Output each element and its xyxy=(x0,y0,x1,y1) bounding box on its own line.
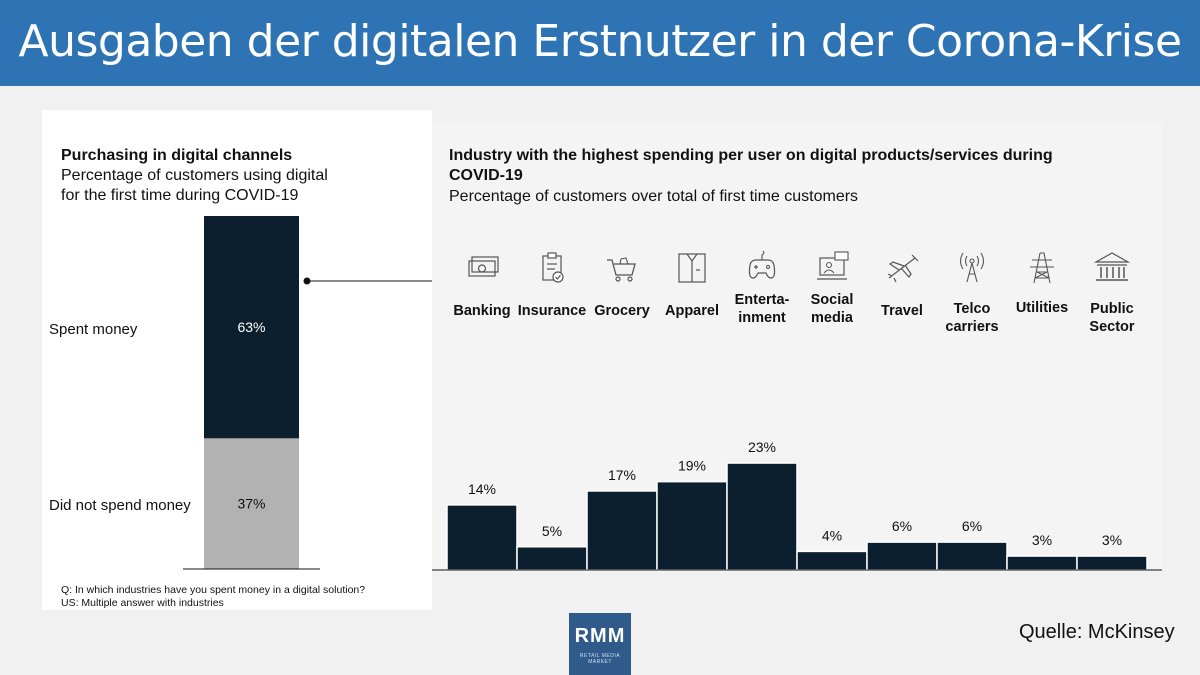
bar-utilities xyxy=(1006,555,1078,571)
bar-socialmedia xyxy=(796,550,868,571)
left-chart-subtitle-line-2: for the first time during COVID-19 xyxy=(61,187,299,204)
header-banner: Ausgaben der digitalen Erstnutzer in der… xyxy=(0,0,1200,86)
bar-value-label: 6% xyxy=(892,518,912,534)
antenna-icon xyxy=(959,252,985,283)
category-label: Public xyxy=(1090,301,1134,317)
left-value-label-spent: 63% xyxy=(237,319,265,335)
gamepad-icon xyxy=(748,250,776,279)
bar-grocery xyxy=(586,490,658,571)
bar-value-label: 23% xyxy=(748,439,776,455)
bar-value-label: 6% xyxy=(962,518,982,534)
bar-apparel xyxy=(656,480,728,571)
category-label: Telco xyxy=(954,301,991,317)
clipboard-check-icon xyxy=(542,252,564,283)
bar-entertainment xyxy=(726,462,798,571)
left-bar-not-spent xyxy=(204,438,299,569)
airplane-icon xyxy=(887,254,919,283)
bar-value-label: 19% xyxy=(678,458,706,474)
right-chart-title-line-2: COVID-19 xyxy=(449,167,523,184)
category-label: Travel xyxy=(881,303,923,319)
left-chart-title: Purchasing in digital channels xyxy=(61,147,293,164)
computer-user-icon xyxy=(817,251,849,280)
bar-value-label: 5% xyxy=(542,523,562,539)
right-chart-subtitle: Percentage of customers over total of fi… xyxy=(449,188,859,205)
page-title: Ausgaben der digitalen Erstnutzer in der… xyxy=(18,16,1182,67)
category-label: Sector xyxy=(1089,319,1134,335)
banknotes-icon xyxy=(468,256,499,277)
footnote-question: Q: In which industries have you spent mo… xyxy=(61,584,366,596)
bar-value-label: 4% xyxy=(822,527,842,543)
category-label: Social xyxy=(811,292,854,308)
logo-subtext: RETAIL MEDIA MARKET xyxy=(579,653,621,665)
footnote-us: US: Multiple answer with industries xyxy=(61,597,224,609)
bar-publicsector xyxy=(1076,555,1148,571)
bar-value-label: 14% xyxy=(468,481,496,497)
government-building-icon xyxy=(1093,252,1131,281)
shopping-cart-icon xyxy=(607,257,636,282)
category-label: media xyxy=(811,310,854,326)
left-chart-subtitle-line-1: Percentage of customers using digital xyxy=(61,167,328,184)
bar-value-label: 17% xyxy=(608,467,636,483)
left-category-label-not-spent: Did not spend money xyxy=(49,497,191,514)
left-bar-spent xyxy=(204,216,299,439)
right-chart-title-line-1: Industry with the highest spending per u… xyxy=(449,147,1053,164)
rmm-logo: RMM RETAIL MEDIA MARKET xyxy=(569,613,631,675)
category-label: Insurance xyxy=(518,303,587,319)
category-label: Apparel xyxy=(665,303,719,319)
bar-insurance xyxy=(516,546,588,571)
category-label: Enterta- xyxy=(735,292,790,308)
power-pylon-icon xyxy=(1030,252,1054,284)
left-value-label-not-spent: 37% xyxy=(237,496,265,512)
category-label: Grocery xyxy=(594,303,650,319)
category-label: Banking xyxy=(453,303,510,319)
bar-banking xyxy=(446,504,518,571)
source-credit: Quelle: McKinsey xyxy=(1019,621,1175,643)
logo-text: RMM xyxy=(574,625,626,647)
left-category-label-spent: Spent money xyxy=(49,321,138,338)
category-label: inment xyxy=(738,310,786,326)
bar-travel xyxy=(866,541,938,571)
category-label: Utilities xyxy=(1016,300,1068,316)
bar-value-label: 3% xyxy=(1032,532,1052,548)
shirt-icon xyxy=(678,253,706,283)
bar-telcocarriers xyxy=(936,541,1008,571)
category-label: carriers xyxy=(945,319,998,335)
bar-value-label: 3% xyxy=(1102,532,1122,548)
